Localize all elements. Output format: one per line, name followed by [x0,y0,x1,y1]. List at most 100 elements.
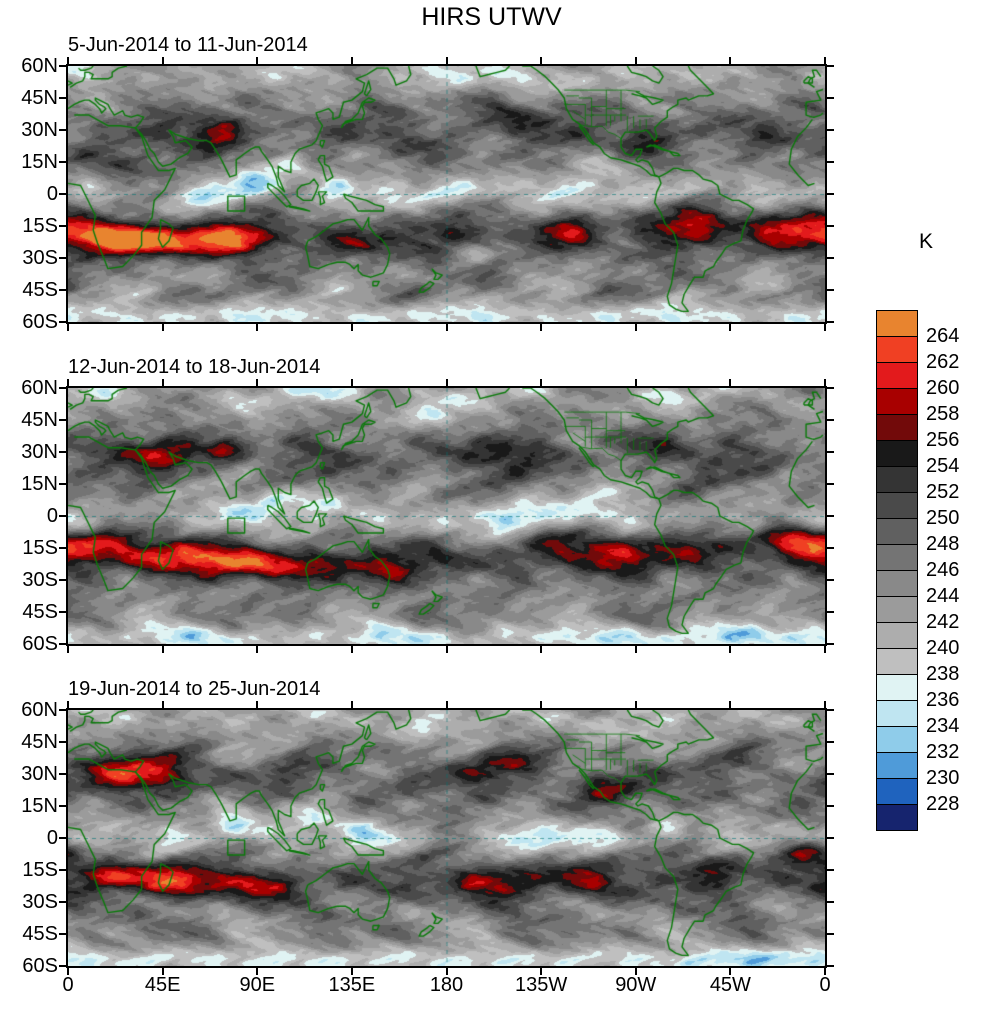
colorbar-tick-label: 254 [926,455,960,477]
x-tick-label: 90E [239,974,276,996]
axis-tick [59,257,66,259]
axis-tick [67,324,69,331]
axis-tick [256,324,259,331]
axis-tick [59,869,66,871]
y-tick-label: 15N [21,473,58,495]
map-canvas-panel-3 [68,710,825,966]
panel-1-title: 5-Jun-2014 to 11-Jun-2014 [68,34,308,56]
axis-tick [59,579,66,581]
colorbar-tick-label: 242 [926,611,960,633]
colorbar-tick-label: 234 [926,715,960,737]
y-tick-label: 60S [22,633,58,655]
colorbar-tick-label: 260 [926,377,960,399]
axis-tick [827,515,834,517]
colorbar-tick-label: 240 [926,637,960,659]
axis-tick [540,379,543,386]
colorbar-tick-label: 264 [926,325,960,347]
axis-tick [59,419,66,421]
colorbar-tick-label: 230 [926,767,960,789]
axis-tick [827,869,834,871]
axis-tick [729,968,732,975]
axis-tick [67,646,69,653]
axis-tick [59,547,66,549]
axis-tick [59,965,66,967]
axis-tick [59,97,66,99]
axis-tick [827,65,834,67]
x-tick-label: 180 [429,974,464,996]
axis-tick [827,451,834,453]
colorbar-tick-label: 256 [926,429,960,451]
axis-tick [256,379,259,386]
map-canvas-panel-1 [68,66,825,322]
y-tick-label: 30N [21,119,58,141]
colorbar-swatch [876,336,918,363]
colorbar-swatch [876,362,918,389]
x-tick-label: 90W [615,974,657,996]
axis-tick [350,701,353,708]
colorbar-tick-label: 236 [926,689,960,711]
axis-tick [161,646,164,653]
axis-tick [67,379,69,386]
axis-tick [161,701,164,708]
y-tick-label: 15S [22,859,58,881]
axis-tick [824,379,826,386]
colorbar-swatch [876,700,918,727]
axis-tick [634,324,637,331]
colorbar-swatch [876,726,918,753]
y-tick-label: 0 [46,827,58,849]
y-tick-label: 60N [21,699,58,721]
axis-tick [540,646,543,653]
y-tick-label: 60N [21,55,58,77]
y-tick-label: 30N [21,441,58,463]
colorbar-swatch [876,752,918,779]
axis-tick [67,57,69,64]
y-tick-label: 60N [21,377,58,399]
axis-tick [827,419,834,421]
axis-tick [634,379,637,386]
map-panel-2 [59,379,834,653]
axis-tick [827,933,834,935]
axis-tick [827,129,834,131]
axis-tick [350,57,353,64]
axis-tick [827,193,834,195]
y-tick-label: 15N [21,151,58,173]
axis-tick [59,225,66,227]
axis-tick [827,579,834,581]
axis-tick [540,701,543,708]
map-canvas-panel-2 [68,388,825,644]
axis-tick [59,161,66,163]
axis-tick [729,324,732,331]
x-tick-label: 45E [144,974,181,996]
colorbar-tick-label: 262 [926,351,960,373]
colorbar-tick-label: 258 [926,403,960,425]
y-tick-label: 30N [21,763,58,785]
axis-tick [256,57,259,64]
axis-tick [161,324,164,331]
colorbar-tick-label: 238 [926,663,960,685]
x-tick-label: 0 [819,974,831,996]
axis-tick [59,611,66,613]
panel-2-title: 12-Jun-2014 to 18-Jun-2014 [68,356,321,378]
axis-tick [256,968,259,975]
axis-tick [827,483,834,485]
map-panel-1 [59,57,834,331]
colorbar-tick-label: 232 [926,741,960,763]
axis-tick [256,646,259,653]
colorbar-swatch [876,674,918,701]
axis-tick [59,451,66,453]
y-tick-label: 45N [21,87,58,109]
axis-tick [59,901,66,903]
colorbar-swatch [876,440,918,467]
colorbar-unit-label: K [918,230,933,253]
axis-tick [59,515,66,517]
axis-tick [67,701,69,708]
axis-tick [827,709,834,711]
axis-tick [824,57,826,64]
axis-tick [350,968,353,975]
axis-tick [59,709,66,711]
colorbar [876,310,918,831]
axis-tick [59,837,66,839]
axis-tick [827,643,834,645]
axis-tick [827,387,834,389]
axis-tick [59,387,66,389]
